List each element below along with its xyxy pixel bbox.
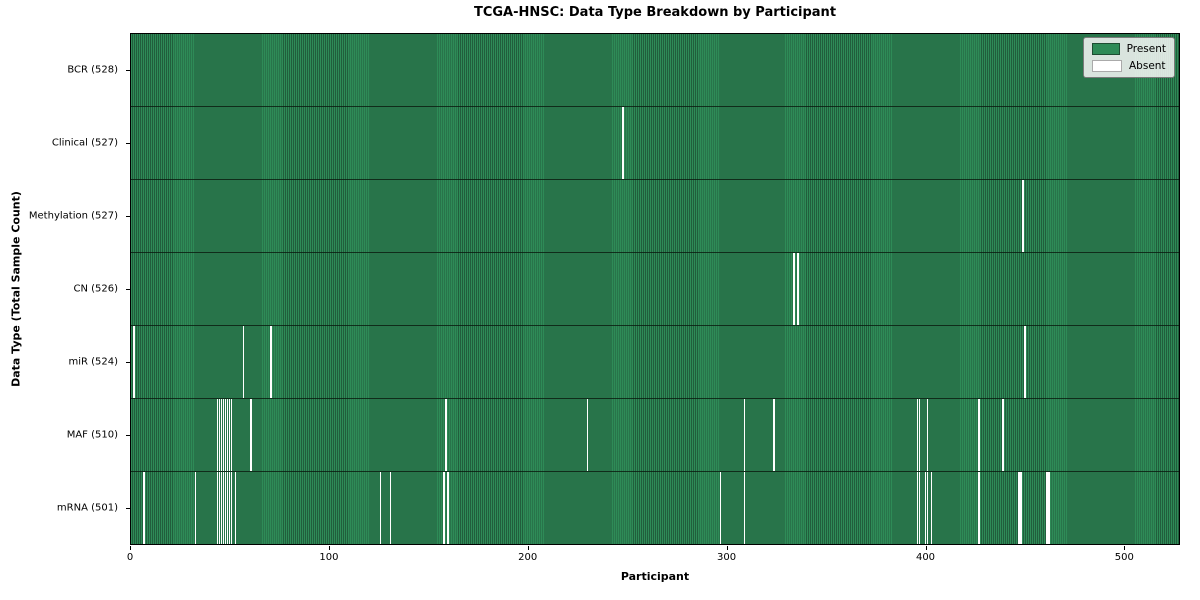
- y-tick-label: Methylation (527): [28, 210, 118, 222]
- x-tick-mark: [328, 546, 330, 550]
- chart-title: TCGA-HNSC: Data Type Breakdown by Partic…: [473, 5, 837, 20]
- absent-mark: [228, 472, 231, 544]
- absent-mark: [930, 472, 933, 544]
- absent-mark: [916, 399, 919, 471]
- absent-mark: [226, 399, 229, 471]
- legend: Present Absent: [1083, 37, 1175, 78]
- absent-mark: [133, 326, 135, 398]
- absent-mark: [242, 326, 245, 398]
- absent-mark: [1002, 399, 1004, 471]
- absent-mark: [978, 472, 980, 544]
- absent-mark: [270, 326, 273, 398]
- absent-mark: [379, 472, 382, 544]
- absent-mark: [234, 472, 237, 544]
- y-tick-label: MAF (510): [66, 429, 118, 441]
- legend-entry-present: Present: [1092, 43, 1166, 55]
- absent-mark: [447, 472, 450, 544]
- absent-mark: [924, 472, 927, 544]
- absent-mark: [226, 472, 229, 544]
- absent-mark: [230, 399, 233, 471]
- x-axis-label: Participant: [620, 570, 690, 583]
- absent-mark: [773, 399, 776, 471]
- x-tick-label: 0: [126, 552, 134, 563]
- absent-mark: [1047, 472, 1050, 544]
- y-tick-label: BCR (528): [67, 64, 118, 76]
- row-maf: [131, 399, 1179, 472]
- y-tick-mark: [126, 435, 130, 437]
- absent-mark: [445, 399, 448, 471]
- legend-label-absent: Absent: [1129, 60, 1166, 72]
- legend-swatch-absent: [1092, 60, 1122, 72]
- y-tick-label: Clinical (527): [51, 137, 118, 149]
- x-tick-label: 400: [915, 552, 936, 563]
- x-tick-label: 500: [1114, 552, 1134, 563]
- y-tick-mark: [126, 362, 130, 364]
- legend-entry-absent: Absent: [1092, 60, 1166, 72]
- x-tick-label: 100: [319, 552, 339, 563]
- absent-mark: [622, 107, 625, 179]
- y-tick-mark: [126, 142, 130, 144]
- absent-mark: [250, 399, 253, 471]
- row-cn: [131, 253, 1179, 326]
- absent-mark: [389, 472, 392, 544]
- absent-mark: [743, 472, 746, 544]
- x-tick-label: 200: [518, 552, 538, 563]
- absent-mark: [222, 399, 225, 471]
- absent-mark: [793, 253, 796, 325]
- row-bcr: [131, 34, 1179, 107]
- absent-mark: [1024, 326, 1026, 398]
- absent-mark: [216, 399, 219, 471]
- y-tick-label: CN (526): [73, 283, 118, 295]
- absent-mark: [224, 399, 227, 471]
- y-axis-ticks: BCR (528) Clinical (527) Methylation (527)…: [0, 33, 130, 545]
- absent-mark: [918, 399, 921, 471]
- absent-mark: [1018, 472, 1020, 544]
- absent-mark: [194, 472, 197, 544]
- absent-mark: [222, 472, 225, 544]
- absent-mark: [218, 399, 221, 471]
- y-tick-mark: [126, 508, 130, 510]
- row-clinical: [131, 107, 1179, 180]
- absent-mark: [743, 399, 746, 471]
- absent-mark: [228, 399, 231, 471]
- absent-mark: [586, 399, 589, 471]
- absent-mark: [220, 399, 223, 471]
- absent-mark: [230, 472, 233, 544]
- absent-mark: [216, 472, 219, 544]
- x-axis-ticks: 0 100 200 300 400 500: [126, 546, 1180, 570]
- absent-mark: [926, 472, 929, 544]
- y-tick-mark: [126, 69, 130, 71]
- row-methylation: [131, 180, 1179, 253]
- absent-mark: [719, 472, 722, 544]
- x-tick-mark: [1124, 546, 1126, 550]
- y-tick-label: miR (524): [68, 356, 118, 368]
- x-tick-label: 300: [717, 552, 737, 563]
- absent-mark: [224, 472, 227, 544]
- absent-mark: [143, 472, 145, 544]
- x-tick-mark: [726, 546, 728, 550]
- absent-mark: [916, 472, 919, 544]
- legend-label-present: Present: [1126, 43, 1166, 55]
- plot-area: [130, 33, 1180, 545]
- absent-mark: [1045, 472, 1048, 544]
- legend-swatch-present: [1092, 43, 1120, 55]
- absent-mark: [926, 399, 929, 471]
- row-mir: [131, 326, 1179, 399]
- x-tick-mark: [925, 546, 927, 550]
- y-tick-mark: [126, 289, 130, 290]
- absent-mark: [797, 253, 800, 325]
- row-mrna: [131, 472, 1179, 544]
- absent-mark: [978, 399, 980, 471]
- absent-mark: [918, 472, 921, 544]
- absent-mark: [443, 472, 446, 544]
- absent-mark: [1022, 180, 1024, 252]
- x-tick-mark: [527, 546, 529, 550]
- y-tick-label: mRNA (501): [56, 502, 118, 514]
- absent-mark: [218, 472, 221, 544]
- y-tick-mark: [126, 215, 130, 217]
- absent-mark: [220, 472, 223, 544]
- absent-mark: [1020, 472, 1022, 544]
- x-tick-mark: [130, 546, 131, 550]
